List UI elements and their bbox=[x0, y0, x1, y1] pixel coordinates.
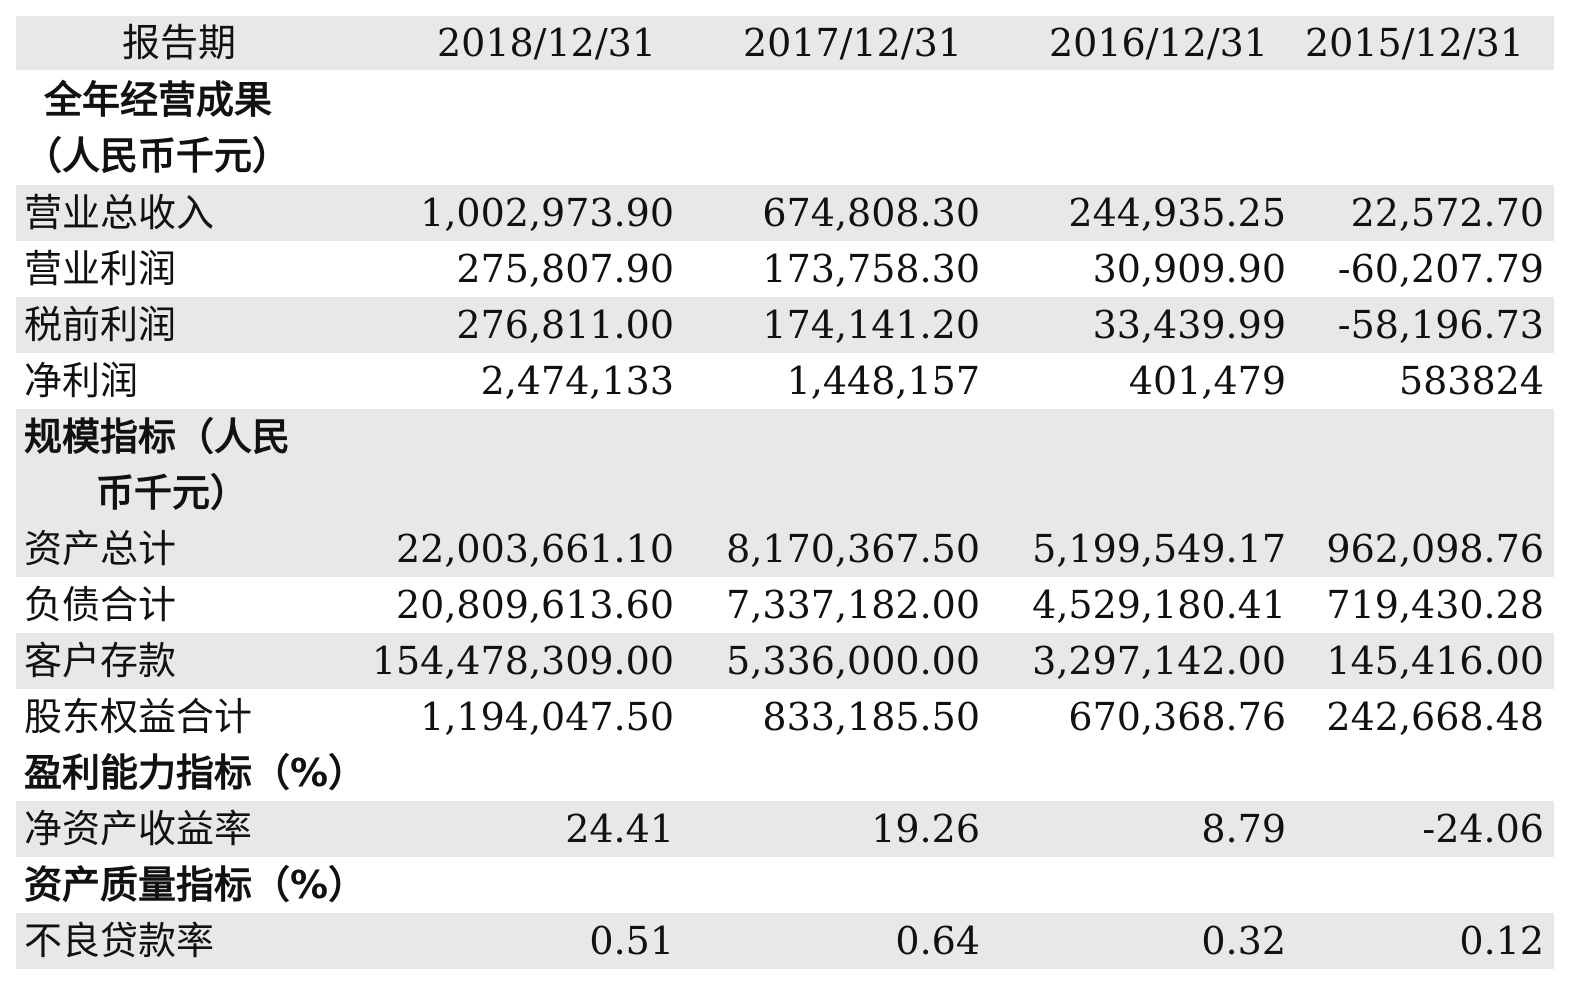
section-heading-profitability: 盈利能力指标（%） bbox=[16, 745, 1554, 801]
table-row: 营业利润 275,807.90 173,758.30 30,909.90 -60… bbox=[16, 241, 1554, 297]
row-value: 8,170,367.50 bbox=[726, 527, 980, 571]
row-value: 33,439.99 bbox=[1092, 303, 1286, 347]
row-value: 244,935.25 bbox=[1068, 191, 1286, 235]
row-value: 4,529,180.41 bbox=[1032, 583, 1286, 627]
row-value: 3,297,142.00 bbox=[1032, 639, 1286, 683]
section-title: 盈利能力指标（%） bbox=[24, 751, 367, 795]
row-value: 1,194,047.50 bbox=[420, 695, 674, 739]
section-title: 全年经营成果 （人民币千元） bbox=[16, 72, 362, 184]
table-row: 负债合计 20,809,613.60 7,337,182.00 4,529,18… bbox=[16, 577, 1554, 633]
row-value: -58,196.73 bbox=[1337, 303, 1544, 347]
header-label: 报告期 bbox=[121, 21, 236, 65]
header-period: 2016/12/31 bbox=[1048, 21, 1268, 65]
section-title-line: 规模指标（人民 bbox=[24, 415, 291, 459]
section-title-line: 币千元） bbox=[96, 471, 249, 515]
row-value: 0.51 bbox=[589, 919, 674, 963]
row-value: 5,199,549.17 bbox=[1032, 527, 1286, 571]
row-value: 19.26 bbox=[871, 807, 980, 851]
row-value: 401,479 bbox=[1128, 359, 1286, 403]
table-row: 客户存款 154,478,309.00 5,336,000.00 3,297,1… bbox=[16, 633, 1554, 689]
financial-summary-table: 报告期 2018/12/31 2017/12/31 2016/12/31 201… bbox=[16, 16, 1554, 969]
table-row: 股东权益合计 1,194,047.50 833,185.50 670,368.7… bbox=[16, 689, 1554, 745]
row-value: 22,572.70 bbox=[1350, 191, 1544, 235]
row-value: 0.64 bbox=[895, 919, 980, 963]
row-value: 670,368.76 bbox=[1068, 695, 1286, 739]
row-value: 145,416.00 bbox=[1326, 639, 1544, 683]
row-value: 962,098.76 bbox=[1326, 527, 1544, 571]
table-row: 税前利润 276,811.00 174,141.20 33,439.99 -58… bbox=[16, 297, 1554, 353]
section-heading-operating-results: 全年经营成果 （人民币千元） bbox=[16, 70, 1554, 185]
table-row: 净利润 2,474,133 1,448,157 401,479 583824 bbox=[16, 353, 1554, 409]
row-label: 营业总收入 bbox=[24, 191, 215, 235]
row-value: 0.12 bbox=[1459, 919, 1544, 963]
section-heading-scale-indicators: 规模指标（人民 币千元） bbox=[16, 409, 1554, 521]
section-heading-asset-quality: 资产质量指标（%） bbox=[16, 857, 1554, 913]
row-value: 275,807.90 bbox=[456, 247, 674, 291]
row-value: 24.41 bbox=[565, 807, 674, 851]
row-value: 2,474,133 bbox=[480, 359, 674, 403]
row-label: 不良贷款率 bbox=[24, 919, 215, 963]
row-value: 674,808.30 bbox=[762, 191, 980, 235]
row-label: 净资产收益率 bbox=[24, 807, 253, 851]
row-label: 净利润 bbox=[24, 359, 139, 403]
header-period: 2018/12/31 bbox=[436, 21, 656, 65]
row-value: 719,430.28 bbox=[1326, 583, 1544, 627]
section-title: 资产质量指标（%） bbox=[24, 863, 367, 907]
header-row: 报告期 2018/12/31 2017/12/31 2016/12/31 201… bbox=[16, 16, 1554, 70]
table-row: 不良贷款率 0.51 0.64 0.32 0.12 bbox=[16, 913, 1554, 969]
table-row: 净资产收益率 24.41 19.26 8.79 -24.06 bbox=[16, 801, 1554, 857]
row-value: 20,809,613.60 bbox=[395, 583, 674, 627]
row-value: 833,185.50 bbox=[762, 695, 980, 739]
row-value: 8.79 bbox=[1201, 807, 1286, 851]
row-value: 173,758.30 bbox=[762, 247, 980, 291]
row-label: 股东权益合计 bbox=[24, 695, 253, 739]
row-value: 5,336,000.00 bbox=[726, 639, 980, 683]
section-title: 规模指标（人民 币千元） bbox=[16, 409, 362, 521]
row-value: 242,668.48 bbox=[1326, 695, 1544, 739]
row-value: -60,207.79 bbox=[1337, 247, 1544, 291]
row-value: 174,141.20 bbox=[762, 303, 980, 347]
row-value: 583824 bbox=[1398, 359, 1544, 403]
header-period: 2017/12/31 bbox=[742, 21, 962, 65]
header-period: 2015/12/31 bbox=[1304, 21, 1524, 65]
row-value: 0.32 bbox=[1201, 919, 1286, 963]
table-row: 营业总收入 1,002,973.90 674,808.30 244,935.25… bbox=[16, 185, 1554, 241]
row-label: 税前利润 bbox=[24, 303, 177, 347]
row-label: 资产总计 bbox=[24, 527, 177, 571]
row-value: 22,003,661.10 bbox=[395, 527, 674, 571]
row-value: 7,337,182.00 bbox=[726, 583, 980, 627]
row-label: 客户存款 bbox=[24, 639, 177, 683]
row-value: 30,909.90 bbox=[1092, 247, 1286, 291]
row-label: 负债合计 bbox=[24, 583, 177, 627]
row-value: -24.06 bbox=[1422, 807, 1544, 851]
section-title-line: 全年经营成果 bbox=[44, 77, 273, 122]
row-value: 154,478,309.00 bbox=[371, 639, 674, 683]
section-title-line: （人民币千元） bbox=[24, 133, 291, 178]
table-row: 资产总计 22,003,661.10 8,170,367.50 5,199,54… bbox=[16, 521, 1554, 577]
row-value: 1,002,973.90 bbox=[420, 191, 674, 235]
row-label: 营业利润 bbox=[24, 247, 177, 291]
row-value: 276,811.00 bbox=[456, 303, 674, 347]
row-value: 1,448,157 bbox=[786, 359, 980, 403]
